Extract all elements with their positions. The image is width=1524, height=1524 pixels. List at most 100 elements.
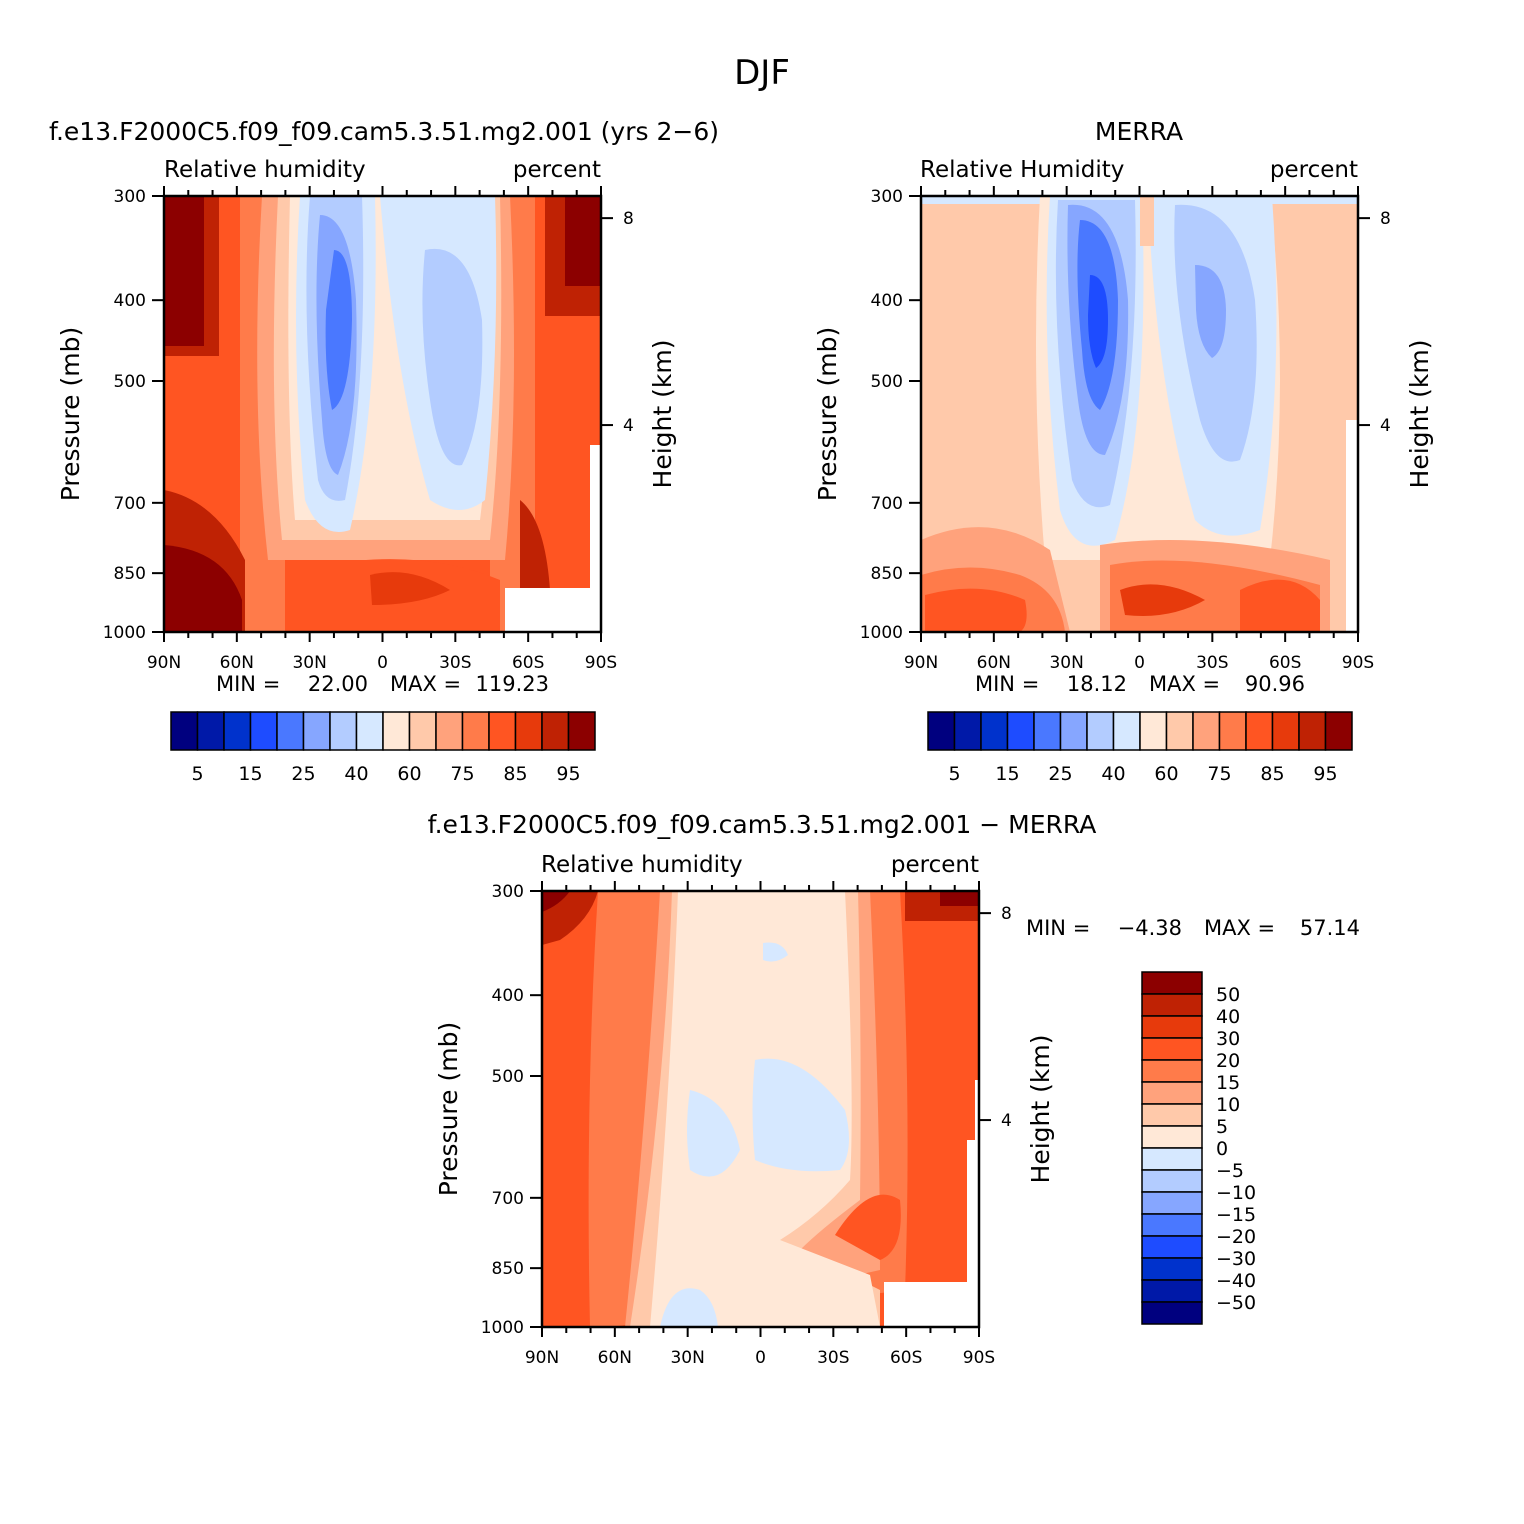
missing-data-mask-surface — [884, 1282, 979, 1327]
colorbar-swatch — [329, 711, 358, 751]
panel-model-max-value: 119.23 — [476, 672, 549, 696]
colorbar-label: 25 — [1048, 763, 1072, 785]
missing-data-mask-surface — [505, 588, 601, 632]
colorbar-label: 95 — [1313, 763, 1337, 785]
x-tick-label: 0 — [755, 1348, 766, 1368]
y-tick-label: 850 — [114, 564, 146, 584]
contour-band-negative-surface — [660, 1288, 718, 1327]
colorbar-label: 75 — [1207, 763, 1231, 785]
y-axis-title-right: Height (km) — [1405, 340, 1434, 489]
colorbar-swatch — [276, 711, 305, 751]
colorbar-swatch — [1006, 711, 1035, 751]
panel-diff-max-label: MAX = — [1204, 916, 1275, 940]
panel-model-min-label: MIN = — [216, 672, 280, 696]
y-right-tick-label: 4 — [1001, 1111, 1012, 1131]
contour-band-surface-north-core — [925, 588, 1027, 632]
panel-diff-axes: 90N 60N 30N 0 30S 60S 90S 300 400 500 700 850 1000 8 4… — [434, 881, 1055, 1368]
y-tick-label: 500 — [114, 372, 146, 392]
x-tick-label: 90S — [585, 653, 617, 673]
colorbar-label: 25 — [291, 763, 315, 785]
contour-band-dry-south-3 — [1195, 265, 1226, 358]
colorbar-swatch — [567, 711, 596, 751]
panel-obs-min-value: 18.12 — [1067, 672, 1127, 696]
x-tick-label: 30N — [670, 1348, 704, 1368]
panel-model-max-label: MAX = — [390, 672, 461, 696]
contour-band-negative-north — [687, 1090, 740, 1177]
panel-diff-variable-label: Relative humidity — [541, 852, 743, 878]
colorbar-swatch — [1245, 711, 1274, 751]
panel-obs-contour-field — [921, 196, 1358, 632]
contour-band-boundary-south — [835, 1194, 901, 1260]
contour-band-wet-north-inner — [164, 196, 204, 346]
colorbar-swatch — [1141, 1103, 1203, 1127]
x-tick-label: 90N — [904, 653, 938, 673]
x-tick-label: 30S — [439, 653, 471, 673]
colorbar-swatch — [196, 711, 225, 751]
x-tick-label: 60N — [598, 1348, 632, 1368]
colorbar-swatch — [223, 711, 252, 751]
colorbar-label: −40 — [1216, 1270, 1256, 1292]
y-tick-label: 1000 — [481, 1318, 524, 1338]
contour-band-dry-north-5 — [1088, 275, 1108, 368]
colorbar-swatch — [1141, 1213, 1203, 1237]
colorbar-swatch — [1033, 711, 1062, 751]
panel-obs-variable-label: Relative Humidity — [920, 157, 1124, 183]
colorbar-swatch — [1112, 711, 1141, 751]
x-tick-label: 60S — [512, 653, 544, 673]
y-tick-label: 700 — [871, 494, 903, 514]
colorbar-swatch — [1298, 711, 1327, 751]
colorbar-label: 40 — [1216, 1006, 1240, 1028]
colorbar-swatch — [1086, 711, 1115, 751]
contour-band-surface-north-inner — [164, 545, 242, 632]
colorbar-swatch — [1141, 1015, 1203, 1039]
colorbar-label: −10 — [1216, 1182, 1256, 1204]
colorbar-label: 95 — [556, 763, 580, 785]
colorbar-swatch — [170, 711, 199, 751]
y-axis-title: Pressure (mb) — [434, 1022, 463, 1196]
colorbar-label: 60 — [397, 763, 421, 785]
y-tick-label: 400 — [871, 291, 903, 311]
colorbar-swatch — [435, 711, 464, 751]
x-tick-label: 60N — [220, 653, 254, 673]
panel-diff-min-label: MIN = — [1026, 916, 1090, 940]
colorbar-swatch — [382, 711, 411, 751]
x-tick-label: 60S — [890, 1348, 922, 1368]
x-tick-label: 90S — [963, 1348, 995, 1368]
colorbar-swatch — [302, 711, 331, 751]
colorbar-swatch — [249, 711, 278, 751]
colorbar-swatch — [1059, 711, 1088, 751]
panel-obs-units-label: percent — [1270, 157, 1358, 183]
x-tick-label: 30N — [292, 653, 326, 673]
y-axis-title-right: Height (km) — [648, 340, 677, 489]
y-tick-label: 500 — [492, 1067, 524, 1087]
y-tick-label: 400 — [492, 986, 524, 1006]
colorbar-swatch — [1218, 711, 1247, 751]
colorbar-label: 5 — [948, 763, 960, 785]
y-right-tick-label: 4 — [623, 416, 634, 436]
colorbar-swatch — [927, 711, 956, 751]
colorbar-swatch — [1141, 1037, 1203, 1061]
y-axis-title-right: Height (km) — [1026, 1035, 1055, 1184]
colorbar-swatch — [514, 711, 543, 751]
colorbar-swatch — [408, 711, 437, 751]
colorbar-swatch — [1141, 1147, 1203, 1171]
colorbar-swatch — [541, 711, 570, 751]
colorbar-swatch — [1192, 711, 1221, 751]
colorbar-label: −30 — [1216, 1248, 1256, 1270]
panel-diff: f.e13.F2000C5.f09_f09.cam5.3.51.mg2.001 … — [428, 810, 1360, 1368]
panel-diff-title: f.e13.F2000C5.f09_f09.cam5.3.51.mg2.001 … — [428, 810, 1097, 839]
colorbar-label: −20 — [1216, 1226, 1256, 1248]
contour-band-surface-equator-core — [1120, 584, 1205, 616]
y-right-tick-label: 8 — [1001, 904, 1012, 924]
contour-band-equator-wedge — [1140, 196, 1154, 246]
x-tick-label: 90N — [525, 1348, 559, 1368]
colorbar-swatch — [1141, 993, 1203, 1017]
panel-obs-max-label: MAX = — [1149, 672, 1220, 696]
contour-band-dry-south-2 — [422, 248, 483, 466]
colorbar-swatch — [1141, 971, 1203, 995]
colorbar-swatch — [1141, 1125, 1203, 1149]
contour-band-negative-upper — [763, 942, 788, 962]
colorbar-swatch — [1139, 711, 1168, 751]
x-tick-label: 60N — [977, 653, 1011, 673]
